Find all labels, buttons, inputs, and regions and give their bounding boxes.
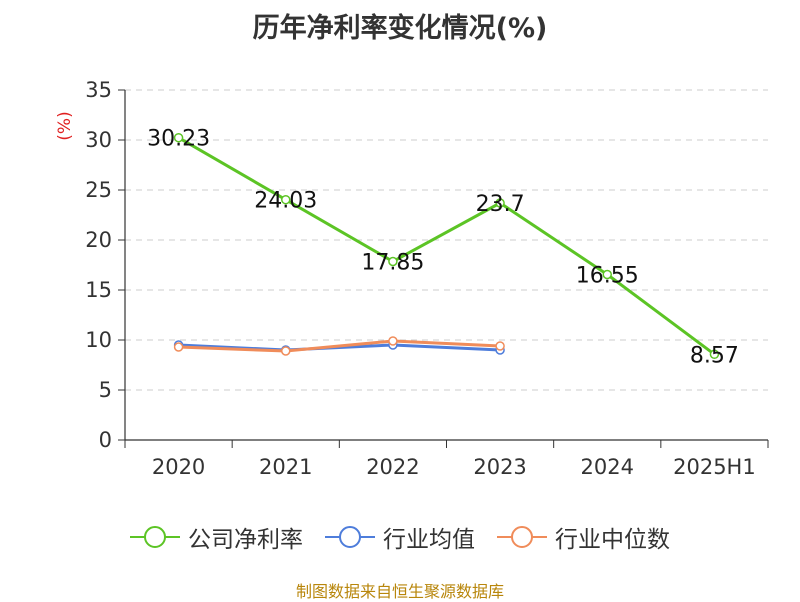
legend-item[interactable]: 公司净利率 — [130, 520, 303, 554]
series-group — [173, 132, 720, 360]
data-point — [602, 269, 612, 280]
data-label: 30.23 — [147, 127, 210, 152]
data-point — [281, 346, 291, 356]
x-tick-label: 2025H1 — [673, 455, 756, 479]
data-point — [495, 341, 505, 351]
data-labels: 30.23 24.03 17.85 23.7 16.55 8.57 — [147, 127, 739, 369]
data-point — [388, 336, 398, 346]
data-label: 17.85 — [361, 251, 424, 276]
y-tick-label: 30 — [85, 128, 112, 152]
x-tick-label: 2023 — [473, 455, 526, 479]
legend-label: 行业均值 — [383, 527, 475, 553]
legend-marker-icon — [325, 526, 375, 548]
y-tick-label: 0 — [99, 428, 112, 452]
y-tick-label: 5 — [99, 378, 112, 402]
data-point — [173, 342, 184, 352]
y-axis-unit-label: (%) — [55, 111, 75, 140]
data-label: 24.03 — [254, 189, 317, 214]
x-tick-label: 2022 — [366, 455, 419, 479]
legend-item[interactable]: 行业中位数 — [497, 520, 670, 554]
chart-title: 历年净利率变化情况(%) — [252, 13, 548, 44]
x-tick-label: 2024 — [581, 455, 634, 479]
y-axis-ticks: 0 5 10 15 20 25 30 35 — [85, 78, 125, 452]
legend-item[interactable]: 行业均值 — [325, 520, 475, 554]
x-tick-label: 2020 — [152, 455, 205, 479]
source-note: 制图数据来自恒生聚源数据库 — [295, 582, 504, 601]
data-point — [495, 198, 505, 208]
data-label: 8.57 — [690, 343, 739, 368]
y-tick-label: 35 — [85, 78, 112, 102]
data-point — [173, 132, 184, 143]
legend: 公司净利率 行业均值 行业中位数 — [0, 520, 800, 554]
data-point — [388, 256, 398, 267]
legend-marker-icon — [130, 526, 180, 548]
y-tick-label: 20 — [85, 228, 112, 252]
data-point — [281, 194, 291, 205]
y-tick-label: 25 — [85, 178, 112, 202]
data-point — [709, 349, 720, 360]
legend-label: 行业中位数 — [555, 527, 670, 553]
data-label: 16.55 — [576, 264, 639, 289]
data-label: 23.7 — [476, 192, 525, 217]
x-axis-ticks: 2020 2021 2022 2023 2024 2025H1 — [124, 440, 769, 479]
series-line-0 — [177, 136, 716, 356]
legend-marker-icon — [497, 526, 547, 548]
series-line-2 — [178, 339, 501, 353]
y-tick-label: 15 — [85, 278, 112, 302]
x-tick-label: 2021 — [259, 455, 312, 479]
legend-label: 公司净利率 — [188, 527, 303, 553]
y-tick-label: 10 — [85, 328, 112, 352]
grid-lines — [125, 89, 768, 391]
axes — [124, 90, 768, 441]
